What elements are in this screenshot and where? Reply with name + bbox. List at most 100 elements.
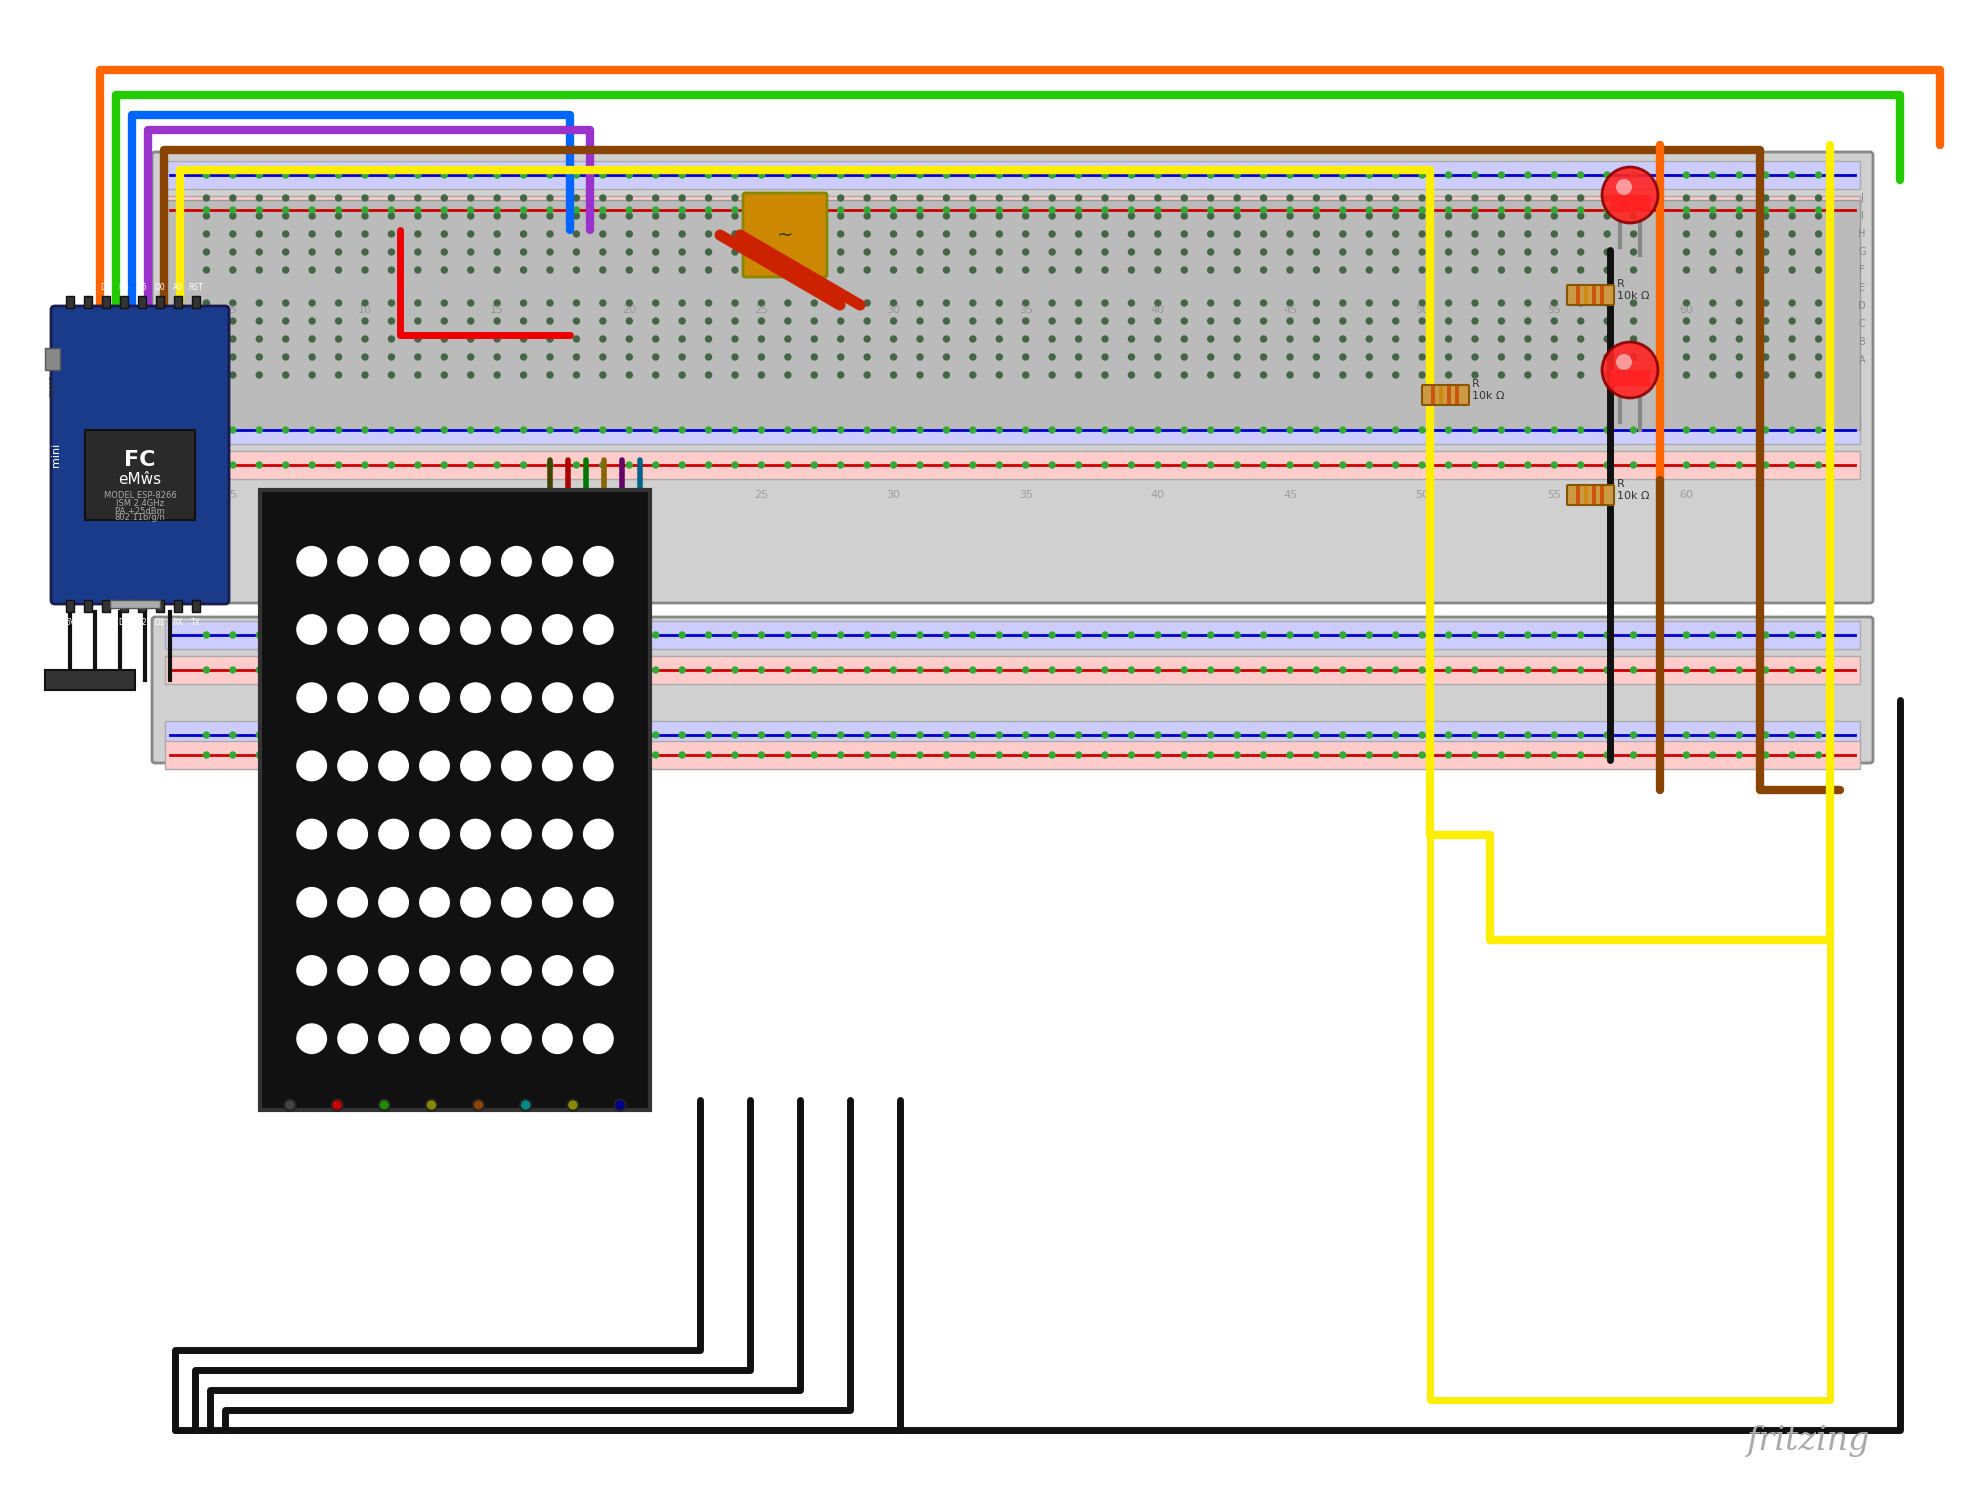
Circle shape (335, 213, 341, 219)
Circle shape (521, 371, 527, 379)
Circle shape (627, 632, 633, 638)
Circle shape (1710, 632, 1716, 638)
Circle shape (495, 371, 501, 379)
Circle shape (1128, 266, 1134, 272)
Circle shape (970, 463, 976, 469)
Circle shape (1234, 632, 1240, 638)
Circle shape (1420, 266, 1426, 272)
Circle shape (1524, 299, 1530, 305)
Circle shape (1420, 207, 1426, 213)
Circle shape (495, 632, 501, 638)
Circle shape (996, 427, 1002, 433)
Circle shape (1603, 732, 1611, 738)
Circle shape (1789, 249, 1795, 254)
Circle shape (284, 1099, 296, 1111)
Circle shape (574, 249, 580, 254)
Circle shape (1471, 732, 1477, 738)
Circle shape (1789, 335, 1795, 341)
Circle shape (1075, 335, 1081, 341)
Circle shape (521, 732, 527, 738)
Circle shape (546, 371, 552, 379)
Circle shape (678, 249, 684, 254)
Text: 60: 60 (1680, 305, 1694, 314)
Circle shape (864, 213, 870, 219)
Circle shape (1816, 266, 1822, 272)
Circle shape (1735, 371, 1743, 379)
Circle shape (1656, 231, 1662, 237)
Circle shape (1763, 231, 1769, 237)
Circle shape (943, 317, 949, 323)
Circle shape (1392, 353, 1398, 359)
Circle shape (568, 1100, 578, 1109)
Circle shape (1656, 172, 1662, 178)
Circle shape (1499, 299, 1505, 305)
Circle shape (335, 463, 341, 469)
Circle shape (335, 751, 341, 757)
Circle shape (864, 207, 870, 213)
Circle shape (599, 299, 605, 305)
Circle shape (1763, 632, 1769, 638)
Circle shape (1420, 427, 1426, 433)
Circle shape (1601, 168, 1658, 223)
Circle shape (1313, 249, 1319, 254)
Circle shape (810, 463, 816, 469)
Circle shape (1181, 266, 1187, 272)
Circle shape (203, 732, 209, 738)
Circle shape (1313, 353, 1319, 359)
Bar (166, 621, 1860, 650)
Circle shape (1102, 249, 1108, 254)
Circle shape (1684, 266, 1690, 272)
Circle shape (542, 1024, 572, 1054)
Circle shape (1313, 751, 1319, 757)
Circle shape (891, 195, 897, 201)
Bar (138, 600, 146, 612)
Circle shape (1392, 371, 1398, 379)
Circle shape (282, 207, 288, 213)
Circle shape (363, 751, 369, 757)
Circle shape (1471, 249, 1477, 254)
Circle shape (1023, 427, 1029, 433)
Circle shape (282, 195, 288, 201)
Circle shape (613, 1099, 625, 1111)
Circle shape (891, 353, 897, 359)
Circle shape (785, 172, 791, 178)
Circle shape (810, 195, 816, 201)
Circle shape (1156, 353, 1162, 359)
Circle shape (1656, 751, 1662, 757)
Circle shape (310, 632, 316, 638)
Circle shape (426, 1099, 438, 1111)
Circle shape (1128, 249, 1134, 254)
Circle shape (363, 317, 369, 323)
Circle shape (1181, 427, 1187, 433)
Circle shape (1288, 213, 1294, 219)
Circle shape (1339, 463, 1345, 469)
Circle shape (1816, 668, 1822, 674)
Circle shape (1367, 353, 1373, 359)
Circle shape (388, 463, 394, 469)
Circle shape (970, 353, 976, 359)
Circle shape (1656, 732, 1662, 738)
Circle shape (1445, 266, 1451, 272)
Circle shape (627, 751, 633, 757)
Circle shape (996, 632, 1002, 638)
Circle shape (706, 266, 712, 272)
Circle shape (521, 353, 527, 359)
Circle shape (1445, 213, 1451, 219)
Circle shape (1631, 207, 1637, 213)
Circle shape (501, 546, 530, 576)
Circle shape (495, 249, 501, 254)
Circle shape (442, 213, 448, 219)
Circle shape (1075, 732, 1081, 738)
Circle shape (1234, 335, 1240, 341)
Circle shape (501, 888, 530, 918)
Circle shape (599, 207, 605, 213)
Circle shape (1181, 632, 1187, 638)
Circle shape (1156, 668, 1162, 674)
Circle shape (1023, 231, 1029, 237)
Circle shape (615, 1100, 623, 1109)
Circle shape (1552, 751, 1558, 757)
Circle shape (335, 317, 341, 323)
Circle shape (203, 427, 209, 433)
Circle shape (414, 299, 420, 305)
Circle shape (891, 732, 897, 738)
